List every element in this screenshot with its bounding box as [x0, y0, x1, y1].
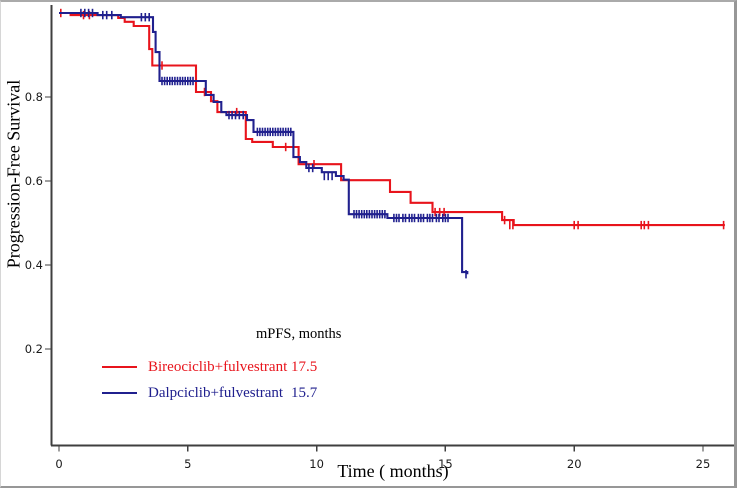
legend-line-bireociclib: [102, 366, 137, 368]
x-tick-label: 5: [184, 457, 191, 471]
legend-label-dalpciclib: Dalpciclib+fulvestrant: [148, 385, 284, 401]
y-tick-label: 0.2: [25, 342, 43, 356]
x-tick-label: 20: [567, 457, 582, 471]
survival-curve-bireociclib: [59, 11, 725, 227]
x-axis-title: Time ( months): [337, 461, 449, 481]
x-tick-label: 25: [696, 457, 711, 471]
survival-curve-dalpciclib: [59, 11, 469, 275]
legend-value-bireociclib-mpfs: 17.5: [291, 359, 318, 375]
y-tick-label: 0.6: [25, 174, 43, 188]
y-axis-title: Progression-Free Survival: [3, 79, 24, 269]
x-tick-label: 0: [55, 457, 62, 471]
legend-line-dalpciclib: [102, 392, 137, 394]
legend-value-dalpciclib-mpfs: 15.7: [291, 385, 318, 401]
y-tick-label: 0.4: [25, 258, 43, 272]
x-tick-label: 15: [438, 457, 453, 471]
y-tick-label: 0.8: [25, 90, 43, 104]
legend-header: mPFS, months: [256, 326, 342, 342]
x-tick-label: 10: [309, 457, 324, 471]
legend-label-bireociclib: Bireociclib+fulvestrant: [148, 359, 288, 375]
